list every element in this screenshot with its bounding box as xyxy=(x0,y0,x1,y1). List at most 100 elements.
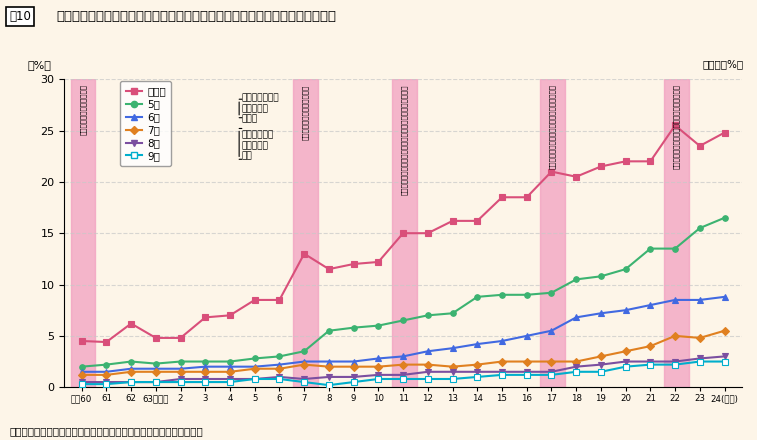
8級 xyxy=(547,369,556,374)
9級 xyxy=(423,376,432,381)
5級 xyxy=(325,328,334,334)
6級 xyxy=(547,328,556,334)
9級 xyxy=(597,369,606,374)
5級 xyxy=(497,292,506,297)
9級 xyxy=(300,379,309,385)
6級 xyxy=(300,359,309,364)
9級 xyxy=(671,362,680,367)
9級 xyxy=(497,372,506,378)
8級 xyxy=(720,354,729,359)
7級 xyxy=(695,335,704,341)
5級 xyxy=(720,215,729,220)
7級 xyxy=(720,328,729,334)
6級 xyxy=(349,359,358,364)
7級 xyxy=(201,369,210,374)
7級 xyxy=(102,372,111,378)
6級 xyxy=(399,354,408,359)
9級 xyxy=(399,376,408,381)
Text: 男女共同参画基本計画（第３次）　閣議決定: 男女共同参画基本計画（第３次） 閣議決定 xyxy=(673,84,680,169)
採用者 xyxy=(325,267,334,272)
Bar xyxy=(540,79,565,387)
6級 xyxy=(151,366,160,371)
採用者 xyxy=(720,130,729,135)
8級 xyxy=(671,359,680,364)
9級 xyxy=(151,379,160,385)
8級 xyxy=(151,379,160,385)
8級 xyxy=(176,376,185,381)
7級 xyxy=(251,366,260,371)
Text: 男女共同参画基本計画（第２次）　閣議決定: 男女共同参画基本計画（第２次） 閣議決定 xyxy=(550,84,556,169)
5級 xyxy=(349,325,358,330)
6級 xyxy=(374,356,383,361)
7級 xyxy=(497,359,506,364)
6級 xyxy=(126,366,136,371)
採用者 xyxy=(102,339,111,345)
採用者 xyxy=(374,259,383,264)
5級 xyxy=(572,277,581,282)
Line: 8級: 8級 xyxy=(79,354,727,385)
5級 xyxy=(102,362,111,367)
採用者 xyxy=(275,297,284,303)
採用者 xyxy=(176,335,185,341)
7級 xyxy=(374,364,383,369)
6級 xyxy=(695,297,704,303)
Line: 6級: 6級 xyxy=(79,294,727,374)
Text: （注）人事院「一般職の国家公務員の任用状況調査報告」より作成。: （注）人事院「一般職の国家公務員の任用状況調査報告」より作成。 xyxy=(9,426,203,436)
Text: 本省課長補佐・
地方機関の
課長級: 本省課長補佐・ 地方機関の 課長級 xyxy=(241,94,279,123)
採用者 xyxy=(497,194,506,200)
Bar xyxy=(392,79,416,387)
7級 xyxy=(671,333,680,338)
6級 xyxy=(472,341,481,347)
Text: 本省課室長・
地方機関の
長級: 本省課室長・ 地方機関の 長級 xyxy=(241,131,274,160)
7級 xyxy=(423,362,432,367)
9級 xyxy=(522,372,531,378)
6級 xyxy=(275,362,284,367)
7級 xyxy=(300,362,309,367)
5級 xyxy=(597,274,606,279)
Text: （単位：%）: （単位：%） xyxy=(702,59,743,70)
Line: 採用者: 採用者 xyxy=(79,123,727,345)
6級 xyxy=(671,297,680,303)
7級 xyxy=(472,362,481,367)
5級 xyxy=(126,359,136,364)
7級 xyxy=(325,364,334,369)
5級 xyxy=(275,354,284,359)
採用者 xyxy=(472,218,481,224)
5級 xyxy=(176,359,185,364)
採用者 xyxy=(77,338,86,344)
9級 xyxy=(102,381,111,387)
採用者 xyxy=(399,231,408,236)
採用者 xyxy=(572,174,581,180)
9級 xyxy=(448,376,457,381)
採用者 xyxy=(251,297,260,303)
Bar xyxy=(293,79,318,387)
8級 xyxy=(201,376,210,381)
Bar xyxy=(664,79,689,387)
Text: 改正男女雇用機会均等法、男女共同参画社会基本法　施行: 改正男女雇用機会均等法、男女共同参画社会基本法 施行 xyxy=(401,84,407,195)
5級 xyxy=(671,246,680,251)
採用者 xyxy=(695,143,704,149)
6級 xyxy=(176,366,185,371)
7級 xyxy=(597,354,606,359)
6級 xyxy=(522,333,531,338)
採用者 xyxy=(522,194,531,200)
8級 xyxy=(251,376,260,381)
7級 xyxy=(151,369,160,374)
9級 xyxy=(176,379,185,385)
5級 xyxy=(399,318,408,323)
9級 xyxy=(695,359,704,364)
9級 xyxy=(126,379,136,385)
6級 xyxy=(201,364,210,369)
8級 xyxy=(102,379,111,385)
9級 xyxy=(472,374,481,380)
Text: 男女雇用機会均等法　施行: 男女雇用機会均等法 施行 xyxy=(79,84,86,136)
8級 xyxy=(77,379,86,385)
9級 xyxy=(547,372,556,378)
8級 xyxy=(349,374,358,380)
5級 xyxy=(423,313,432,318)
5級 xyxy=(374,323,383,328)
7級 xyxy=(226,369,235,374)
5級 xyxy=(226,359,235,364)
採用者 xyxy=(597,164,606,169)
9級 xyxy=(621,364,630,369)
